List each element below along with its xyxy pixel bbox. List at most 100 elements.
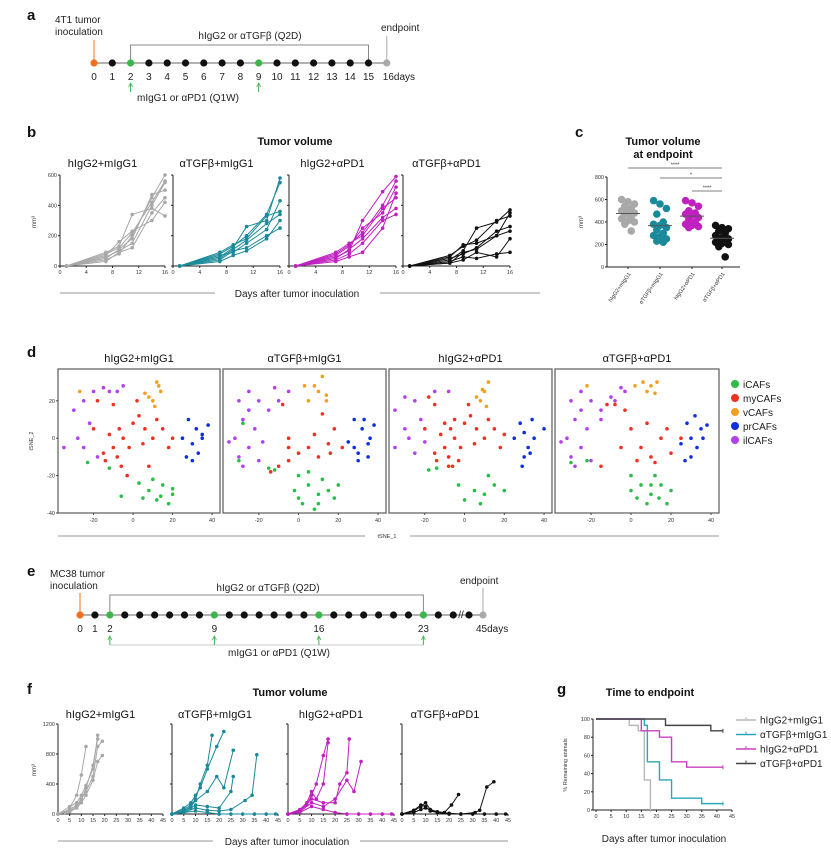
cell-point: [413, 398, 417, 403]
x-tick-label: 0: [297, 518, 300, 524]
y-tick-label: -40: [47, 511, 55, 517]
timeline-day-dot: [90, 59, 98, 67]
cell-point: [695, 445, 699, 450]
day-label: 15: [363, 72, 375, 83]
cell-point: [669, 488, 673, 493]
data-point: [130, 246, 134, 250]
data-point: [435, 810, 440, 815]
timeline-day-dot: [136, 611, 144, 619]
timeline-day-dot: [434, 611, 442, 619]
cell-point: [180, 436, 185, 440]
cell-point: [135, 398, 139, 403]
y-tick-label: 0: [52, 812, 55, 818]
mouse-growth-line: [179, 177, 281, 267]
timeline-day-dot: [255, 611, 263, 619]
timeline-day-dot: [121, 611, 129, 619]
cell-point: [241, 464, 245, 469]
x-tick-label: 12: [366, 270, 372, 276]
arrow-up-icon: [421, 635, 426, 641]
timeline-day-dot: [328, 59, 336, 67]
cell-point: [292, 488, 297, 493]
cell-point: [442, 445, 447, 450]
cell-point: [320, 477, 325, 482]
data-point: [229, 807, 233, 812]
arrow-up-icon: [256, 82, 262, 88]
y-tick-label: 20: [584, 790, 590, 796]
cell-point: [137, 481, 141, 485]
data-point: [694, 202, 703, 211]
cell-point: [247, 408, 251, 412]
x-tick-label: 16: [277, 270, 283, 276]
data-point: [210, 733, 214, 738]
cell-point: [665, 501, 669, 506]
data-point: [205, 789, 210, 794]
mouse-growth-line: [295, 186, 397, 267]
cell-point: [107, 389, 112, 394]
data-point: [217, 812, 221, 816]
cell-point: [121, 436, 125, 440]
data-point: [681, 196, 690, 205]
y-axis-label: mm³: [579, 216, 585, 228]
cell-point: [312, 432, 317, 437]
mouse-growth-line: [295, 176, 397, 267]
cell-point: [432, 389, 437, 394]
y-axis-label: tSNE_2: [29, 432, 35, 451]
data-point: [218, 256, 222, 261]
cell-point: [502, 488, 507, 493]
timeline-day-dot: [330, 611, 338, 619]
data-point: [189, 806, 193, 810]
timeline-day-dot: [240, 611, 248, 619]
mouse-growth-line: [295, 213, 397, 267]
x-tick-label: 40: [148, 818, 154, 824]
data-point: [309, 800, 314, 805]
data-point: [711, 221, 720, 230]
cell-point: [635, 458, 639, 463]
data-point: [205, 767, 210, 771]
cell-point: [206, 423, 210, 427]
legend-label: vCAFs: [743, 408, 773, 419]
data-point: [649, 231, 658, 240]
day-label: 13: [326, 72, 338, 83]
cell-point: [569, 460, 573, 465]
data-point: [411, 808, 416, 813]
mouse-growth-line: [179, 227, 281, 267]
cell-point: [685, 421, 689, 426]
data-point: [193, 803, 198, 807]
data-point: [278, 180, 282, 185]
data-point: [659, 238, 667, 247]
y-tick-label: 800: [46, 752, 55, 758]
cell-point: [530, 417, 534, 422]
data-point: [419, 803, 423, 807]
legend-label: ilCAFs: [743, 436, 772, 447]
data-point: [117, 250, 121, 255]
data-point: [205, 804, 210, 809]
mouse-growth-line: [66, 197, 166, 267]
data-point: [163, 173, 167, 177]
cell-point: [316, 455, 321, 459]
cell-point: [147, 464, 151, 469]
x-tick-label: 16: [393, 270, 399, 276]
cell-point: [482, 492, 487, 497]
timeline-day-dot: [419, 611, 427, 619]
timeline-day-dot: [255, 59, 263, 67]
y-tick-label: 0: [54, 264, 57, 270]
y-tick-label: -20: [47, 474, 55, 480]
data-point: [492, 779, 496, 784]
cell-point: [585, 427, 589, 431]
x-tick-label: 20: [102, 818, 108, 824]
subplot-title: αTGFβ+mIgG1: [178, 709, 252, 721]
data-point: [264, 218, 269, 223]
chart-title: Tumor volume: [258, 136, 333, 148]
mouse-growth-line: [171, 754, 258, 815]
cell-point: [266, 408, 271, 412]
q1w-label: mIgG1 or αPD1 (Q1W): [228, 648, 330, 659]
data-point: [163, 200, 167, 205]
timeline-day-dot: [449, 611, 457, 619]
x-tick-label: 40: [493, 818, 499, 824]
data-point: [474, 256, 479, 261]
data-point: [150, 206, 154, 211]
cell-point: [241, 417, 245, 422]
cell-point: [280, 402, 285, 407]
cell-point: [635, 496, 639, 500]
